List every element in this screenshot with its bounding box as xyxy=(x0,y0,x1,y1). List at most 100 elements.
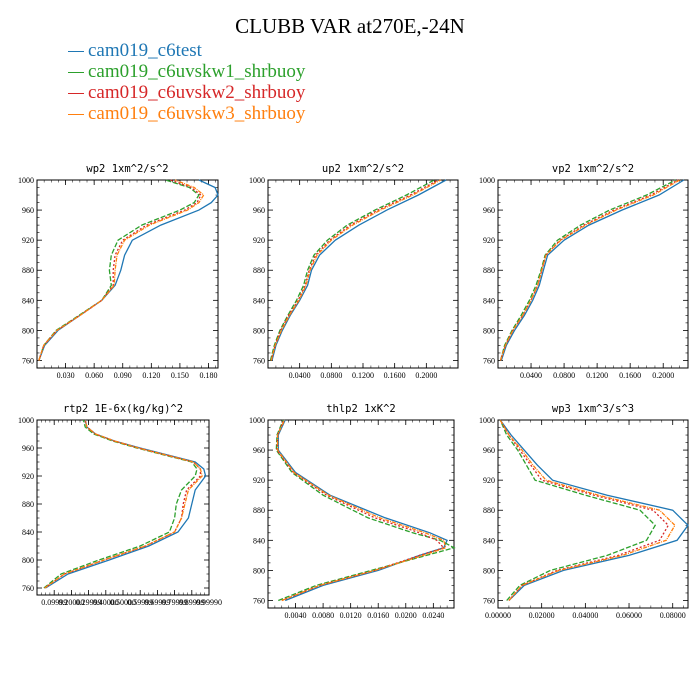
x-tick-label: 0.150 xyxy=(171,371,189,380)
panel-title: vp2 1xm^2/s^2 xyxy=(552,163,634,175)
x-tick-label: 0.1200 xyxy=(586,371,608,380)
x-tick-label: 0.02000 xyxy=(529,611,555,620)
series-line xyxy=(271,179,447,361)
legend-swatch xyxy=(68,72,84,74)
series-line xyxy=(276,419,445,602)
y-tick-label: 800 xyxy=(22,326,34,335)
x-tick-label: 0.2000 xyxy=(652,371,674,380)
x-tick-label: 0.0800 xyxy=(553,371,575,380)
y-tick-label: 920 xyxy=(253,476,265,485)
x-tick-label: 0.69999 xyxy=(144,598,170,607)
legend-label: cam019_c6test xyxy=(88,40,202,61)
series-line xyxy=(44,419,202,589)
y-tick-label: 840 xyxy=(483,536,495,545)
y-tick-label: 760 xyxy=(253,356,265,365)
series-line xyxy=(270,179,439,361)
series-line xyxy=(270,179,441,361)
y-tick-label: 760 xyxy=(22,584,34,593)
y-tick-label: 800 xyxy=(253,566,265,575)
panel-title: thlp2 1xK^2 xyxy=(326,403,396,415)
panel-title: wp3 1xm^3/s^3 xyxy=(552,403,634,415)
legend: cam019_c6test cam019_c6uvskw1_shrbuoy ca… xyxy=(68,40,305,124)
y-tick-label: 960 xyxy=(22,444,34,453)
y-tick-label: 840 xyxy=(253,536,265,545)
x-tick-label: 0.1200 xyxy=(352,371,374,380)
x-tick-label: 0.06000 xyxy=(616,611,642,620)
y-tick-label: 760 xyxy=(483,596,495,605)
panel-title: up2 1xm^2/s^2 xyxy=(322,163,404,175)
y-tick-label: 960 xyxy=(483,446,495,455)
y-tick-label: 760 xyxy=(22,356,34,365)
panel-6: wp3 1xm^3/s^3 760 800 840 880 920 960 1000 0.000… xyxy=(479,403,689,620)
y-tick-label: 920 xyxy=(22,472,34,481)
x-tick-label: 0.0040 xyxy=(285,611,307,620)
x-tick-label: 0.89999 xyxy=(179,598,205,607)
y-tick-label: 800 xyxy=(253,326,265,335)
legend-label: cam019_c6uvskw3_shrbuoy xyxy=(88,103,306,124)
series-line xyxy=(44,419,203,589)
legend-entry: cam019_c6uvskw2_shrbuoy xyxy=(68,82,305,103)
x-tick-label: 0.0200 xyxy=(395,611,417,620)
x-tick-label: 0.04000 xyxy=(572,611,598,620)
plot-frame xyxy=(497,419,689,609)
x-tick-label: 0.1600 xyxy=(619,371,641,380)
series-line xyxy=(38,179,205,361)
y-tick-label: 920 xyxy=(22,236,34,245)
x-tick-label: 0.0080 xyxy=(312,611,334,620)
y-tick-label: 800 xyxy=(483,326,495,335)
series-line xyxy=(38,179,202,361)
legend-entry: cam019_c6test xyxy=(68,40,305,61)
figure-title: CLUBB VAR at270E,-24N xyxy=(235,14,465,38)
y-tick-label: 840 xyxy=(483,296,495,305)
y-tick-label: 760 xyxy=(483,356,495,365)
y-tick-label: 840 xyxy=(253,296,265,305)
panel-5: thlp2 1xK^2 760 800 840 880 920 960 1000 0.0040 0… xyxy=(249,403,456,620)
legend-label: cam019_c6uvskw1_shrbuoy xyxy=(88,61,306,82)
series-line xyxy=(269,179,435,361)
y-tick-label: 920 xyxy=(483,476,495,485)
y-tick-label: 880 xyxy=(22,500,34,509)
y-tick-label: 880 xyxy=(253,266,265,275)
series-line xyxy=(499,419,689,601)
x-tick-label: 0.0400 xyxy=(289,371,311,380)
y-tick-label: 880 xyxy=(253,506,265,515)
x-tick-label: 0.090 xyxy=(114,371,132,380)
x-tick-label: 0.40000 xyxy=(93,598,119,607)
series-line xyxy=(499,419,676,601)
legend-entry: cam019_c6uvskw3_shrbuoy xyxy=(68,103,305,124)
y-tick-label: 880 xyxy=(483,266,495,275)
x-tick-label: 0.030 xyxy=(57,371,75,380)
x-tick-label: 0.50000 xyxy=(110,598,136,607)
plot-frame xyxy=(497,179,689,369)
panel-1: wp2 1xm^2/s^2 760 800 840 880 920 960 1000 0.030… xyxy=(18,163,219,380)
legend-entry: cam019_c6uvskw1_shrbuoy xyxy=(68,61,305,82)
y-tick-label: 880 xyxy=(483,506,495,515)
x-tick-label: 0.0160 xyxy=(367,611,389,620)
plot-frame xyxy=(267,419,455,609)
legend-swatch xyxy=(68,93,84,95)
series-line xyxy=(43,419,198,589)
series-line xyxy=(499,419,657,601)
y-tick-label: 920 xyxy=(253,236,265,245)
plot-frame xyxy=(36,179,219,369)
y-tick-label: 1000 xyxy=(249,416,265,425)
x-tick-label: 0.1600 xyxy=(384,371,406,380)
y-tick-label: 800 xyxy=(483,566,495,575)
series-line xyxy=(275,419,456,602)
legend-swatch xyxy=(68,114,84,116)
y-tick-label: 800 xyxy=(22,556,34,565)
y-tick-label: 840 xyxy=(22,528,34,537)
x-tick-label: 0.060 xyxy=(85,371,103,380)
y-tick-label: 920 xyxy=(483,236,495,245)
y-tick-label: 960 xyxy=(483,206,495,215)
y-tick-label: 960 xyxy=(253,206,265,215)
x-tick-label: 0.79999 xyxy=(162,598,188,607)
x-tick-label: 0.120 xyxy=(142,371,160,380)
series-line xyxy=(499,179,679,361)
y-tick-label: 1000 xyxy=(249,176,265,185)
legend-label: cam019_c6uvskw2_shrbuoy xyxy=(88,82,306,103)
panel-4: rtp2 1E-6x(kg/kg)^2 760 800 840 880 920 960 100… xyxy=(18,403,222,607)
x-tick-label: 0.00000 xyxy=(485,611,511,620)
panel-3: vp2 1xm^2/s^2 760 800 840 880 920 960 1000 0.040… xyxy=(479,163,689,380)
